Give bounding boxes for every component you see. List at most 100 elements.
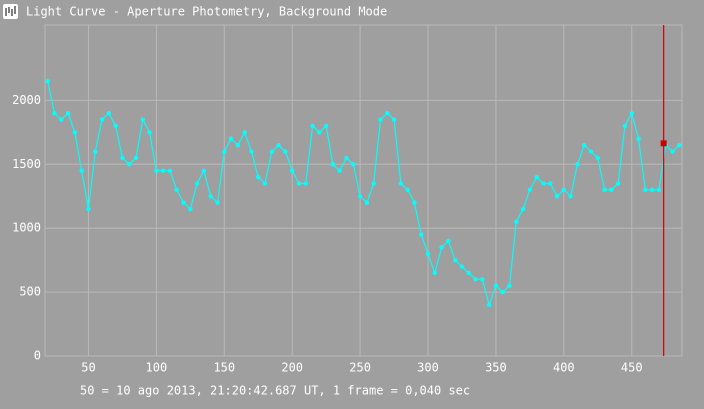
y-tick-label: 0 <box>34 349 41 363</box>
data-point <box>351 162 356 167</box>
data-point <box>371 181 376 186</box>
data-point <box>615 181 621 186</box>
data-point <box>52 110 57 116</box>
data-point <box>154 168 159 173</box>
data-point <box>317 130 322 135</box>
data-point <box>568 194 573 199</box>
x-tick-label: 250 <box>349 361 371 375</box>
data-point <box>554 194 560 199</box>
x-tick-label: 400 <box>553 361 575 375</box>
data-point <box>208 194 213 199</box>
data-point <box>357 194 363 199</box>
data-point <box>86 206 91 212</box>
data-point <box>160 168 166 173</box>
data-point <box>79 168 84 173</box>
data-point <box>106 110 112 116</box>
data-point <box>289 168 295 173</box>
data-point <box>235 142 241 148</box>
data-point <box>330 162 336 167</box>
data-point <box>405 187 410 193</box>
data-point <box>201 168 207 173</box>
data-point <box>323 123 329 129</box>
data-point <box>636 136 641 141</box>
data-point <box>59 117 64 122</box>
data-point <box>188 206 193 212</box>
data-point <box>419 232 424 237</box>
data-point <box>296 181 302 186</box>
data-point <box>228 136 234 141</box>
data-point <box>167 168 173 173</box>
x-tick-label: 100 <box>146 361 168 375</box>
y-tick-label: 500 <box>19 285 41 299</box>
data-point <box>133 155 139 161</box>
data-point <box>575 162 580 167</box>
data-point <box>527 187 533 193</box>
data-point <box>99 117 105 122</box>
window-title: Light Curve - Aperture Photometry, Backg… <box>26 5 387 19</box>
data-point <box>643 187 648 193</box>
data-point <box>412 200 417 205</box>
data-point <box>65 110 71 116</box>
y-tick-label: 1500 <box>12 157 41 171</box>
data-point <box>629 110 634 116</box>
data-point <box>276 142 281 148</box>
data-point <box>269 149 275 154</box>
data-point <box>486 302 492 308</box>
y-tick-label: 2000 <box>12 93 41 107</box>
y-tick-label: 1000 <box>12 221 41 235</box>
data-point <box>127 162 132 167</box>
data-point <box>174 187 179 193</box>
data-point <box>507 283 512 288</box>
data-point <box>249 149 254 154</box>
data-point <box>378 117 383 122</box>
data-point <box>588 149 594 154</box>
x-tick-label: 300 <box>417 361 439 375</box>
x-tick-label: 350 <box>485 361 507 375</box>
data-point <box>425 251 431 256</box>
data-point <box>398 181 404 186</box>
data-point <box>493 283 499 288</box>
data-point <box>602 187 607 193</box>
data-point <box>480 277 485 282</box>
data-point <box>385 110 390 116</box>
data-point <box>649 187 655 193</box>
data-point <box>93 149 98 154</box>
window-icon <box>3 4 18 19</box>
data-point <box>256 174 261 180</box>
x-tick-label: 200 <box>281 361 303 375</box>
data-point <box>283 149 288 154</box>
data-point <box>548 181 553 186</box>
data-point <box>677 142 682 148</box>
x-tick-label: 450 <box>621 361 643 375</box>
data-point <box>310 123 315 129</box>
data-point <box>656 187 662 193</box>
data-point <box>113 123 118 129</box>
data-point <box>337 168 342 173</box>
data-point <box>364 200 370 205</box>
data-point <box>541 181 546 186</box>
data-point <box>561 187 567 193</box>
data-point <box>140 117 145 122</box>
data-point <box>446 238 451 244</box>
data-point <box>466 270 471 276</box>
data-point <box>609 187 614 193</box>
plot-frame <box>44 24 683 357</box>
data-point <box>72 130 78 135</box>
data-point <box>439 245 444 250</box>
caption: 50 = 10 ago 2013, 21:20:42.687 UT, 1 fra… <box>80 384 470 398</box>
data-point <box>500 289 505 295</box>
data-line <box>47 81 680 307</box>
data-point <box>473 277 478 282</box>
data-point <box>670 149 675 154</box>
x-tick-label: 150 <box>213 361 235 375</box>
cursor-marker <box>660 140 667 147</box>
data-point <box>215 200 220 205</box>
data-point <box>45 79 50 84</box>
data-point <box>432 270 438 276</box>
data-point <box>222 149 227 154</box>
data-point <box>181 200 186 205</box>
data-point <box>147 130 152 135</box>
data-point <box>194 181 200 186</box>
